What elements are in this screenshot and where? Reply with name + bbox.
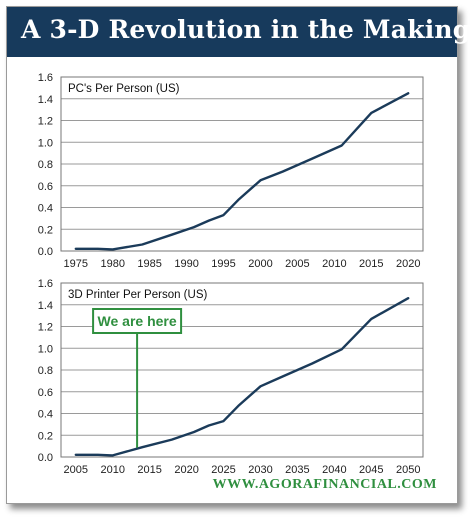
chart-card: A 3-D Revolution in the Making 0.0 0.2 0.4… <box>6 6 470 504</box>
x-tick-label: 1975 <box>64 258 88 270</box>
x-tick-label: 2020 <box>174 464 198 476</box>
y-tick-label: 0.0 <box>38 452 53 464</box>
x-tick-label: 2030 <box>248 464 272 476</box>
y-tick-label: 0.2 <box>38 430 53 442</box>
x-tick-label: 2010 <box>322 258 346 270</box>
x-tick-label: 1985 <box>137 258 161 270</box>
y-tick-label: 0.8 <box>38 159 53 171</box>
chart-title: PC's Per Person (US) <box>68 83 180 95</box>
series-line <box>74 297 410 457</box>
x-tick-label: 1995 <box>211 258 235 270</box>
y-tick-label: 1.0 <box>38 343 53 355</box>
y-tick-label: 0.6 <box>38 387 53 399</box>
x-tick-label: 2005 <box>285 258 309 270</box>
pc-chart: 0.0 0.2 0.4 0.6 0.8 1.0 1.2 1.4 1.6 1975 1980 1985 1… <box>38 72 424 270</box>
x-tick-label: 2015 <box>137 464 161 476</box>
y-tick-label: 0.2 <box>38 224 53 236</box>
annotation-box <box>92 308 183 334</box>
annotation-label: We are here <box>98 313 177 329</box>
y-tick-label: 1.4 <box>38 94 53 106</box>
x-tick-label: 1990 <box>174 258 198 270</box>
title-bar: A 3-D Revolution in the Making <box>7 7 470 57</box>
x-tick-label: 2005 <box>64 464 88 476</box>
y-tick-label: 0.4 <box>38 203 53 215</box>
y-tick-label: 0.6 <box>38 181 53 193</box>
printer-chart: 0.0 0.2 0.4 0.6 0.8 1.0 1.2 1.4 1.6 2005 2010 2015 2… <box>38 278 424 476</box>
website-link[interactable]: WWW.AGORAFINANCIAL.COM <box>212 477 437 492</box>
x-tick-label: 2010 <box>100 464 124 476</box>
x-tick-label: 2015 <box>359 258 383 270</box>
x-tick-label: 1980 <box>100 258 124 270</box>
y-tick-label: 0.0 <box>38 246 53 258</box>
x-tick-label: 2050 <box>396 464 420 476</box>
x-tick-label: 2025 <box>211 464 235 476</box>
plot-frame <box>60 282 424 458</box>
x-tick-label: 2040 <box>322 464 346 476</box>
x-tick-label: 2045 <box>359 464 383 476</box>
y-tick-label: 1.0 <box>38 137 53 149</box>
chart-title: 3D Printer Per Person (US) <box>68 289 207 301</box>
y-tick-label: 0.8 <box>38 365 53 377</box>
x-tick-label: 2000 <box>248 258 272 270</box>
plot-frame <box>60 76 424 252</box>
x-tick-label: 2035 <box>285 464 309 476</box>
y-tick-label: 1.4 <box>38 300 53 312</box>
y-tick-label: 1.2 <box>38 116 53 128</box>
x-tick-label: 2020 <box>396 258 420 270</box>
series-line <box>74 92 410 251</box>
y-tick-label: 0.4 <box>38 409 53 421</box>
y-tick-label: 1.6 <box>38 278 53 290</box>
page-title: A 3-D Revolution in the Making <box>21 15 470 44</box>
y-tick-label: 1.2 <box>38 322 53 334</box>
y-tick-label: 1.6 <box>38 72 53 84</box>
